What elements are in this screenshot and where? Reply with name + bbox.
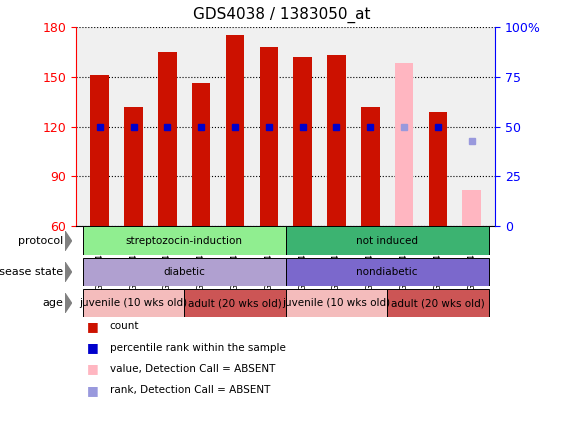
Polygon shape (65, 231, 72, 251)
Text: adult (20 wks old): adult (20 wks old) (391, 298, 485, 308)
Bar (83, 226, 286, 255)
Polygon shape (65, 293, 72, 313)
Bar (91, 75, 109, 226)
Bar (260, 47, 278, 226)
Text: rank, Detection Call = ABSENT: rank, Detection Call = ABSENT (110, 385, 270, 395)
Text: percentile rank within the sample: percentile rank within the sample (110, 343, 285, 353)
Text: age: age (43, 298, 64, 308)
Bar (462, 190, 481, 226)
Text: diabetic: diabetic (163, 267, 205, 277)
Bar (83, 289, 184, 317)
Bar (286, 289, 387, 317)
Bar (293, 57, 312, 226)
Text: disease state: disease state (0, 267, 64, 277)
Polygon shape (65, 262, 72, 282)
Text: streptozocin-induction: streptozocin-induction (126, 236, 243, 246)
Text: ■: ■ (87, 384, 99, 397)
Text: nondiabetic: nondiabetic (356, 267, 418, 277)
Bar (124, 107, 143, 226)
Bar (184, 289, 286, 317)
Bar (395, 63, 413, 226)
Bar (286, 226, 489, 255)
Text: ■: ■ (87, 341, 99, 354)
Bar (327, 55, 346, 226)
Text: adult (20 wks old): adult (20 wks old) (188, 298, 282, 308)
Bar (192, 83, 211, 226)
Bar (226, 35, 244, 226)
Text: GDS4038 / 1383050_at: GDS4038 / 1383050_at (193, 7, 370, 23)
Text: not induced: not induced (356, 236, 418, 246)
Bar (286, 258, 489, 286)
Bar (83, 258, 286, 286)
Text: ■: ■ (87, 320, 99, 333)
Text: juvenile (10 wks old): juvenile (10 wks old) (283, 298, 391, 308)
Bar (387, 289, 489, 317)
Bar (428, 111, 447, 226)
Text: juvenile (10 wks old): juvenile (10 wks old) (79, 298, 187, 308)
Text: value, Detection Call = ABSENT: value, Detection Call = ABSENT (110, 364, 275, 374)
Text: count: count (110, 321, 139, 331)
Bar (158, 52, 177, 226)
Text: protocol: protocol (19, 236, 64, 246)
Bar (361, 107, 379, 226)
Text: ■: ■ (87, 362, 99, 376)
